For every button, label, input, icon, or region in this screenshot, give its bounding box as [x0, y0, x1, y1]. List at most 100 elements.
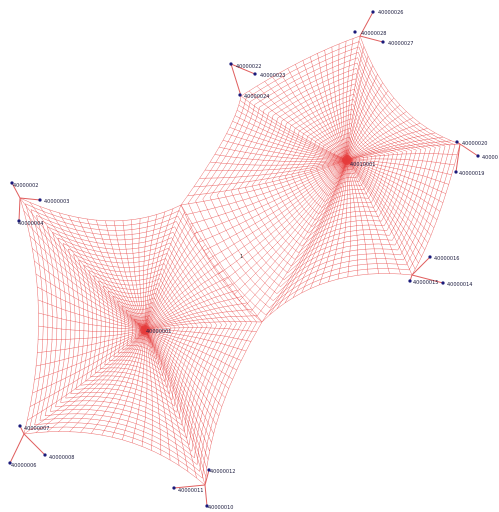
mesh-ray	[144, 329, 233, 380]
mesh-ring	[73, 254, 213, 420]
mesh-ray	[32, 329, 146, 394]
node-marker	[353, 30, 357, 34]
node-marker	[17, 219, 21, 223]
mesh-ray	[279, 72, 348, 161]
node-label-40000001: 40000001	[146, 329, 171, 335]
mesh-ray	[144, 329, 162, 456]
mesh-ray	[138, 218, 146, 331]
mesh-ray	[69, 329, 146, 432]
mesh-ray	[29, 329, 146, 407]
mesh-ring	[36, 214, 247, 466]
mesh-ring	[102, 285, 185, 383]
mesh-ray	[144, 329, 209, 460]
mesh-ray	[122, 329, 146, 440]
mesh-ray	[144, 329, 217, 425]
node-marker	[8, 461, 12, 465]
mesh-ray	[287, 68, 348, 161]
tip-edge	[11, 182, 21, 199]
mesh-ray	[38, 312, 146, 331]
mesh-ring	[67, 248, 218, 426]
mesh-ring	[107, 290, 180, 377]
mesh-ring	[244, 83, 417, 260]
mesh-ring	[57, 237, 227, 439]
node-label: 40000007	[24, 426, 49, 432]
mesh-ray	[144, 329, 226, 398]
mesh-ring	[316, 136, 369, 191]
node-label: 40000012	[210, 469, 235, 475]
mesh-ray	[23, 329, 146, 435]
hub-bottom	[140, 325, 150, 335]
mesh-ray	[338, 43, 348, 161]
mesh-ray	[346, 159, 435, 228]
mesh-ray	[131, 219, 146, 331]
mesh-ring	[223, 68, 431, 281]
mesh-ray	[250, 159, 348, 313]
mesh-ray	[144, 211, 186, 331]
mesh-ray	[26, 222, 146, 331]
tip-edge	[359, 11, 374, 37]
mesh-ray	[342, 41, 348, 161]
mesh-ring	[52, 231, 232, 446]
node-label: 40000027	[388, 41, 413, 47]
mesh-ring	[88, 270, 198, 401]
mesh-ring	[138, 322, 152, 339]
hub-top	[342, 155, 352, 165]
mesh-ray	[144, 296, 242, 331]
mesh-ray	[101, 329, 146, 436]
node-label: 40000015	[413, 280, 438, 286]
mesh-ring	[321, 141, 365, 185]
mesh-ray	[144, 257, 214, 331]
mesh-ray	[144, 329, 210, 452]
mesh-ray	[185, 159, 348, 216]
mesh-ray	[236, 110, 348, 161]
mesh-ray	[23, 210, 146, 331]
mesh-ring	[202, 52, 446, 301]
mesh-ray	[36, 329, 146, 367]
mesh-ring	[117, 300, 172, 365]
mesh-ray	[144, 329, 153, 451]
node-marker	[381, 40, 385, 44]
mesh-ray	[276, 159, 348, 309]
node-label: 40000011	[178, 488, 203, 494]
mesh-ray	[144, 276, 228, 331]
mesh-ray	[346, 159, 401, 275]
mesh-ray	[346, 159, 369, 275]
mesh-ray	[346, 159, 352, 277]
mesh-ray	[272, 76, 348, 161]
node-label: 40000019	[459, 171, 484, 177]
mesh-ray	[238, 104, 348, 161]
mesh-ray	[105, 220, 146, 331]
mesh-ray	[256, 159, 348, 318]
mesh-ray	[213, 159, 348, 267]
mesh-ray	[222, 140, 348, 161]
mesh-ray	[144, 231, 197, 331]
mesh-ray	[142, 216, 149, 331]
node-label: 40000024	[244, 94, 269, 100]
mesh-ray	[144, 302, 247, 331]
node-label: 40000020	[462, 141, 487, 147]
mesh-ray	[35, 273, 146, 331]
mesh-ray	[295, 64, 348, 161]
mesh-ray	[214, 154, 348, 162]
node-marker	[238, 93, 242, 97]
mesh-ring	[93, 275, 194, 395]
mesh-ray	[144, 237, 202, 331]
tip-edge	[204, 484, 208, 507]
tip-edge	[23, 433, 46, 456]
mesh-ring	[46, 226, 237, 452]
mesh-ray	[346, 128, 428, 161]
mesh-ray	[324, 49, 348, 161]
mesh-ray	[29, 235, 146, 331]
mesh-ray	[292, 159, 348, 298]
mesh-ray	[194, 159, 348, 234]
mesh-ray	[346, 159, 444, 203]
mesh-ring	[258, 93, 408, 247]
mesh-ray	[144, 204, 182, 331]
node-label: 40000022	[236, 64, 261, 70]
mesh-ray	[284, 159, 348, 304]
node-label: 40000004	[18, 221, 43, 227]
mesh-ray	[346, 46, 365, 161]
node-marker	[18, 424, 22, 428]
mesh-ring	[251, 88, 412, 253]
